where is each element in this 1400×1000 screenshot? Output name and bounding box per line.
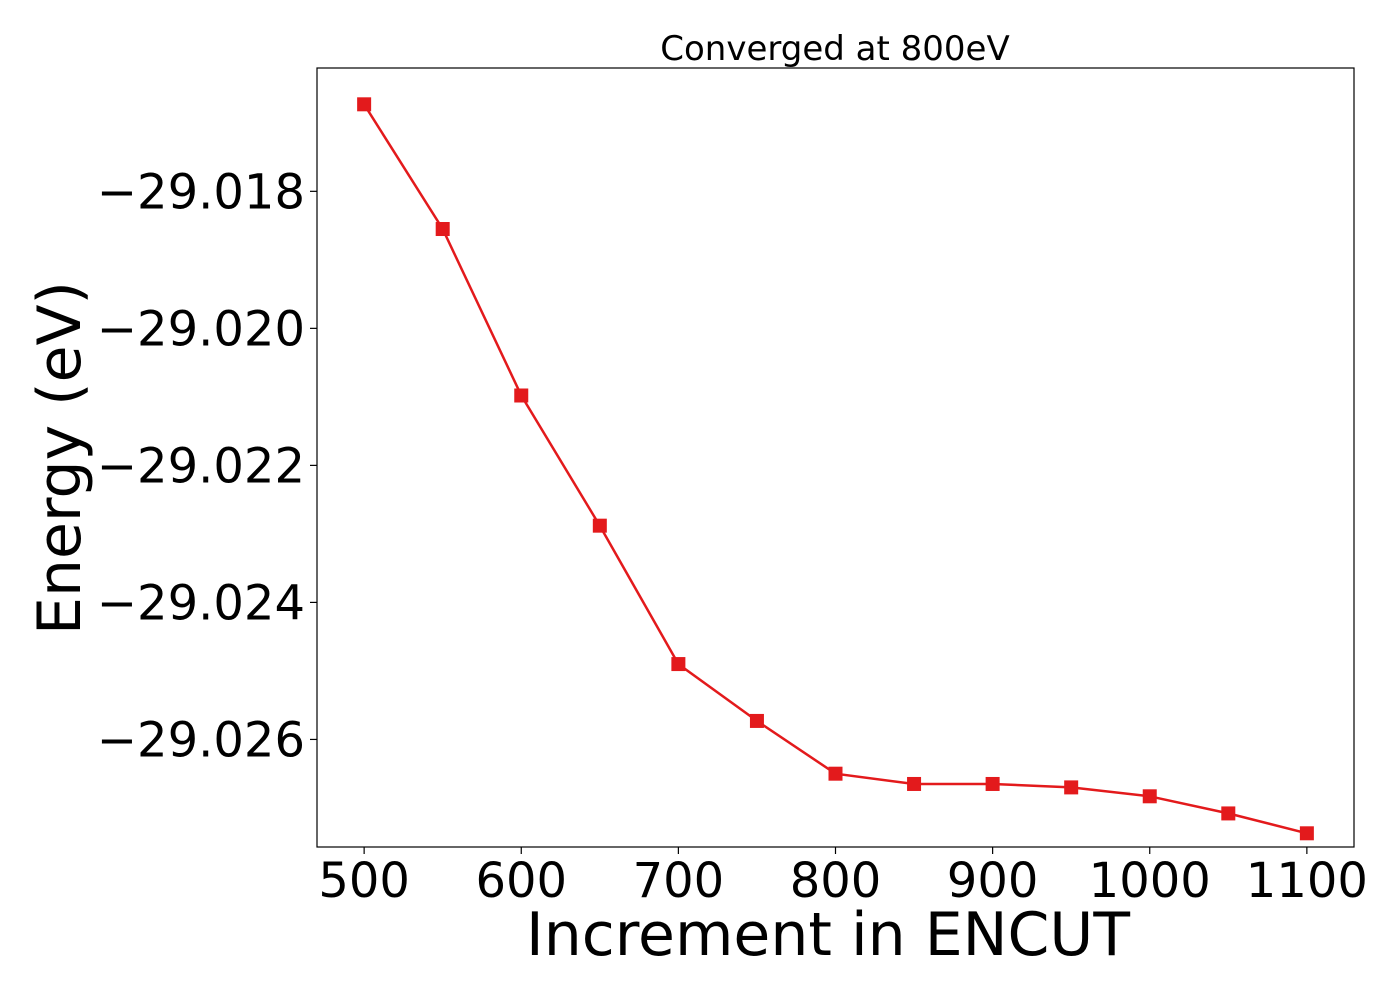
y-tick-label: −29.018	[97, 164, 305, 220]
series-markers	[357, 97, 1314, 841]
x-tick-label: 700	[633, 853, 725, 909]
data-point-marker	[1064, 780, 1079, 795]
data-point-marker	[671, 657, 686, 672]
data-point-marker	[985, 776, 1000, 791]
data-point-marker	[514, 388, 529, 403]
data-point-marker	[1142, 789, 1157, 804]
data-point-marker	[592, 518, 607, 533]
x-tick-label: 1000	[1089, 853, 1211, 909]
y-tick-label: −29.022	[97, 438, 305, 494]
data-point-marker	[1221, 806, 1236, 821]
data-point-marker	[749, 713, 764, 728]
y-axis-label: Energy (eV)	[25, 281, 95, 635]
x-axis: 500 600 700 800 900 1000 1100	[318, 847, 1368, 909]
y-tick-label: −29.026	[97, 712, 305, 768]
x-tick-label: 800	[790, 853, 882, 909]
data-point-marker	[435, 222, 450, 237]
x-axis-label: Increment in ENCUT	[526, 900, 1130, 970]
data-point-marker	[907, 776, 922, 791]
x-tick-label: 1100	[1246, 853, 1368, 909]
x-tick-label: 500	[318, 853, 410, 909]
y-tick-label: −29.024	[97, 575, 305, 631]
data-point-marker	[1299, 826, 1314, 841]
data-point-marker	[357, 97, 372, 112]
chart-title: Converged at 800eV	[660, 29, 1009, 69]
y-tick-label: −29.020	[97, 301, 305, 357]
y-axis: −29.018 −29.020 −29.022 −29.024 −29.026	[97, 164, 317, 768]
x-tick-label: 900	[947, 853, 1039, 909]
data-point-marker	[828, 766, 843, 781]
x-tick-label: 600	[475, 853, 567, 909]
